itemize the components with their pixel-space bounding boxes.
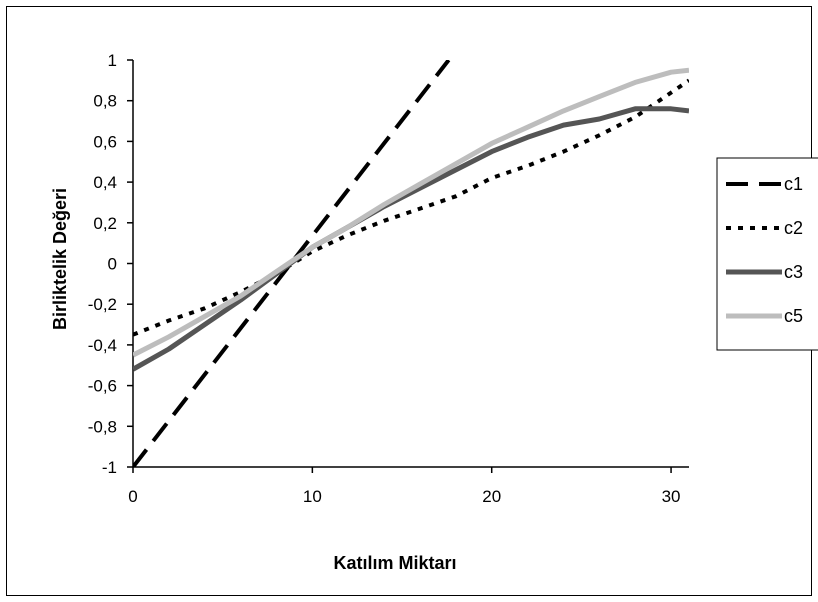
y-tick-label: 0,6 bbox=[93, 132, 117, 151]
x-tick-label: 10 bbox=[303, 487, 322, 506]
y-tick-label: -0,4 bbox=[88, 336, 117, 355]
series-layer bbox=[133, 60, 689, 467]
y-axis-title: Birliktelik Değeri bbox=[50, 188, 70, 330]
legend-label-c3: c3 bbox=[784, 262, 803, 282]
series-line-c5 bbox=[133, 67, 689, 358]
x-axis-ticks: 0 10 20 30 bbox=[128, 467, 681, 506]
x-axis-title: Katılım Miktarı bbox=[333, 553, 456, 573]
chart-frame bbox=[6, 6, 812, 596]
legend-label-c1: c1 bbox=[784, 174, 803, 194]
y-tick-label: -0,8 bbox=[88, 417, 117, 436]
y-tick-label: 0,4 bbox=[93, 173, 117, 192]
y-tick-label: -0,2 bbox=[88, 295, 117, 314]
x-tick-label: 20 bbox=[482, 487, 501, 506]
series-line-c2 bbox=[133, 78, 689, 337]
y-tick-label: 0,8 bbox=[93, 92, 117, 111]
x-tick-label: 0 bbox=[128, 487, 137, 506]
series-line-c1 bbox=[133, 60, 451, 467]
legend: c1 c2 c3 c5 bbox=[716, 157, 818, 351]
y-axis-ticks: 1 0,8 0,6 0,4 0,2 0 -0,2 -0,4 -0,6 -0,8 -1 bbox=[88, 51, 133, 477]
y-tick-label: 0,2 bbox=[93, 214, 117, 233]
y-tick-label: -0,6 bbox=[88, 377, 117, 396]
legend-label-c2: c2 bbox=[784, 218, 803, 238]
y-tick-label: 1 bbox=[108, 51, 117, 70]
x-tick-label: 30 bbox=[662, 487, 681, 506]
legend-label-c5: c5 bbox=[784, 306, 803, 326]
plot-area: 1 0,8 0,6 0,4 0,2 0 -0,2 -0,4 -0,6 -0,8 -1 0 10 20 30 bbox=[88, 51, 689, 506]
y-tick-label: -1 bbox=[102, 458, 117, 477]
y-tick-label: 0 bbox=[108, 255, 117, 274]
series-line-c3 bbox=[133, 106, 689, 372]
